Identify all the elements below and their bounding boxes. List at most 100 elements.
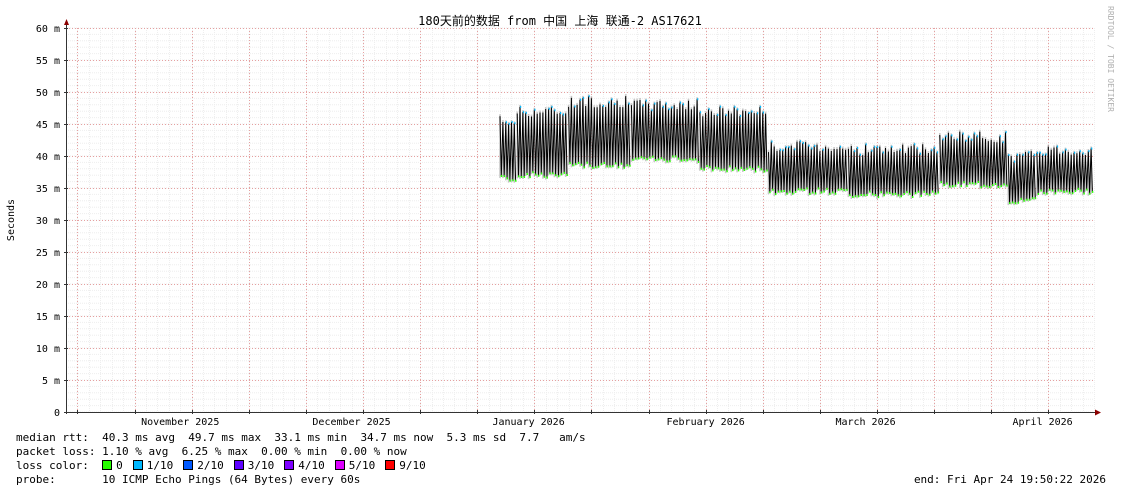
packet-loss-label: packet loss: [16,445,96,458]
y-tick-label: 5 m [42,376,60,387]
loss-0-marks [1009,197,1037,205]
smoke-band [567,94,630,170]
loss-1-marks [699,105,764,117]
loss-color-swatch [132,460,143,470]
packet-loss-now: 0.00 % now [340,445,407,458]
smoke-band [1036,144,1092,196]
loss-color-item-label: 9/10 [399,459,426,472]
loss-color-item: 5/10 [334,459,386,472]
y-tick-label: 10 m [36,344,60,355]
y-axis-arrow [64,19,69,25]
loss-color-swatch [334,460,345,470]
loss-color-swatch [385,460,396,470]
median-rtt-line [568,96,631,168]
loss-color-item-label: 1/10 [146,459,174,472]
x-tick-label: December 2025 [312,417,390,428]
loss-color-item: 2/10 [183,459,234,472]
loss-1-marks [505,121,516,125]
loss-0-marks [769,187,848,196]
loss-color-item-label: 2/10 [197,459,224,472]
y-tick-label: 25 m [36,248,60,259]
median-rtt-line [847,144,939,198]
loss-color-item: 9/10 [385,459,436,472]
loss-color-swatch [183,460,194,470]
minor-grid [66,27,1095,413]
loss-1-marks [1008,151,1036,163]
loss-0-marks [632,155,700,163]
median-rtt-max: 49.7 ms max [188,431,262,444]
loss-color-swatch [233,460,244,470]
x-tick-label: January 2026 [492,417,564,428]
x-tick-labels: November 2025 December 2025 January 2026 Fe… [141,417,1073,428]
packet-loss-min: 0.00 % min [261,445,328,458]
loss-1-marks [854,143,939,156]
loss-1-marks [1036,145,1093,156]
rtt-series [499,94,1094,206]
packet-loss-max: 6.25 % max [181,445,248,458]
median-rtt-sd: 5.3 ms sd [446,431,507,444]
smoke-band [767,139,847,197]
axes [64,19,1101,416]
stats-probe: probe: 10 ICMP Echo Pings (64 Bytes) eve… [16,473,1106,487]
loss-color-swatch [102,460,113,470]
loss-color-item-label: 5/10 [348,459,376,472]
chart-canvas: 0 5 m 10 m 15 m 20 m 25 m 30 m 35 m 40 m 45 m 50 m… [6,6,1115,428]
loss-color-items: 0 1/10 2/10 3/10 4/10 5/10 9/10 [102,459,436,472]
loss-1-marks [942,131,1007,144]
loss-0-marks [500,175,517,182]
loss-color-item-label: 4/10 [298,459,325,472]
y-tick-label: 0 [54,408,60,419]
y-tick-label: 20 m [36,280,60,291]
median-rtt-line [630,99,699,163]
smoke-band [499,114,516,183]
smoke-band [699,104,767,174]
smoke-band [939,129,1007,190]
chart-title: 180天前的数据 from 中国 上海 联通-2 AS17621 [418,13,702,28]
loss-color-item: 3/10 [233,459,285,472]
y-tick-label: 45 m [36,120,60,131]
y-tick-label: 15 m [36,312,60,323]
loss-color-label: loss color: [16,459,89,472]
loss-color-item-label: 0 [116,459,123,472]
median-rtt-line [499,116,517,181]
loss-1-marks [574,95,630,108]
loss-color-item: 4/10 [284,459,335,472]
median-rtt-line [699,106,768,172]
x-tick-label: March 2026 [835,417,895,428]
median-rtt-now: 34.7 ms now [360,431,434,444]
x-tick-label: November 2025 [141,417,219,428]
y-tick-label: 30 m [36,216,60,227]
y-tick-label: 50 m [36,88,60,99]
x-tick-label: February 2026 [667,417,745,428]
stats-packet-loss: packet loss: 1.10 % avg 6.25 % max 0.00 … [16,445,407,459]
x-tick-label: April 2026 [1012,417,1072,428]
loss-color-item-label: 3/10 [247,459,275,472]
loss-0-marks [849,190,940,199]
median-rtt-avg: 40.3 ms avg [102,431,175,444]
smoke-band [516,104,567,180]
watermark: RRDTOOL / TOBI OETIKER [1106,6,1115,112]
loss-0-marks [518,171,568,179]
probe-text: 10 ICMP Echo Pings (64 Bytes) every 60s [102,473,361,486]
loss-1-marks [642,98,699,112]
median-rtt-line [516,106,568,178]
median-rtt-label: median rtt: [16,431,89,444]
y-tick-label: 40 m [36,152,60,163]
loss-color-swatch [284,460,295,470]
loss-0-marks [1037,187,1094,195]
packet-loss-avg: 1.10 % avg [102,445,169,458]
end-timestamp: end: Fri Apr 24 19:50:22 2026 [913,473,1106,486]
probe-label: probe: [16,473,56,486]
stats-loss-color: loss color: 0 1/10 2/10 3/10 4/10 5/10 9/10 [16,459,436,473]
loss-1-marks [771,140,842,152]
y-tick-label: 55 m [36,56,60,67]
smoke-band [1007,149,1035,206]
loss-color-item: 1/10 [132,459,184,472]
median-rtt-line [1036,146,1093,195]
y-tick-label: 60 m [36,24,60,35]
median-rtt-am: 7.7 [519,431,540,444]
median-rtt-line [939,131,1008,188]
smoke-band [630,97,698,164]
median-rtt-min: 33.1 ms min [274,431,348,444]
major-grid [66,28,1094,413]
